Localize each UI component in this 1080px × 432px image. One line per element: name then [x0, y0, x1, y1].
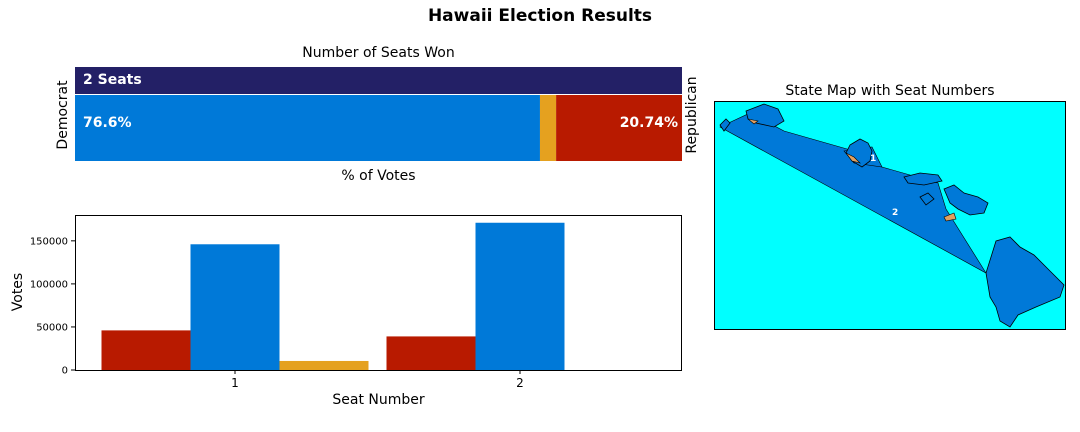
x-tick-label: 1 [231, 376, 239, 390]
y-tick-label: 150000 [30, 236, 68, 247]
democrat-axis-label: Democrat [55, 80, 71, 150]
chart-title: Hawaii Election Results [0, 6, 1080, 26]
vote-share-xlabel: % of Votes [75, 168, 682, 184]
x-tick-label: 2 [516, 376, 524, 390]
dem-pct-label: 76.6% [83, 115, 132, 131]
vote-bar-s2-seat1 [280, 361, 369, 370]
district-1-label: 1 [870, 154, 876, 164]
vote-share-democrat [75, 95, 540, 161]
rep-pct-label: 20.74% [620, 115, 678, 131]
votes-ylabel: Votes [10, 267, 26, 317]
y-tick-label: 100000 [30, 279, 68, 290]
state-map: 1 2 [714, 101, 1066, 330]
seats-bar [75, 67, 682, 94]
republican-axis-label: Republican [684, 75, 700, 155]
vote-share-bar [75, 95, 682, 161]
seats-label: 2 Seats [83, 72, 142, 88]
votes-xlabel: Seat Number [75, 392, 682, 408]
vote-share-other [540, 95, 556, 161]
vote-bar-s1-seat2 [476, 223, 565, 370]
district-2-label: 2 [892, 208, 898, 218]
vote-bar-s0-seat1 [102, 330, 191, 370]
y-tick-label: 50000 [36, 322, 68, 333]
y-tick-label: 0 [62, 366, 68, 377]
vote-bar-s0-seat2 [387, 336, 476, 370]
top-panel-subtitle: Number of Seats Won [75, 45, 682, 61]
vote-bar-s1-seat1 [191, 244, 280, 370]
map-subtitle: State Map with Seat Numbers [714, 83, 1066, 99]
